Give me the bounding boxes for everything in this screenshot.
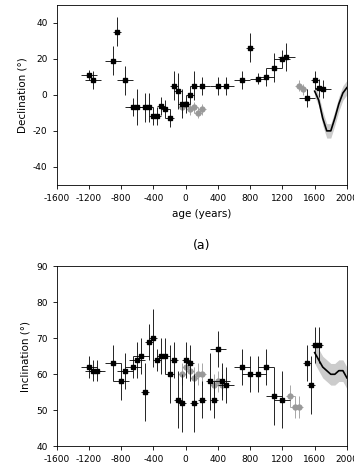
X-axis label: age (years): age (years) bbox=[172, 208, 232, 219]
Y-axis label: Inclination (°): Inclination (°) bbox=[21, 321, 30, 392]
Text: (a): (a) bbox=[193, 239, 211, 252]
Y-axis label: Declination (°): Declination (°) bbox=[17, 57, 27, 133]
